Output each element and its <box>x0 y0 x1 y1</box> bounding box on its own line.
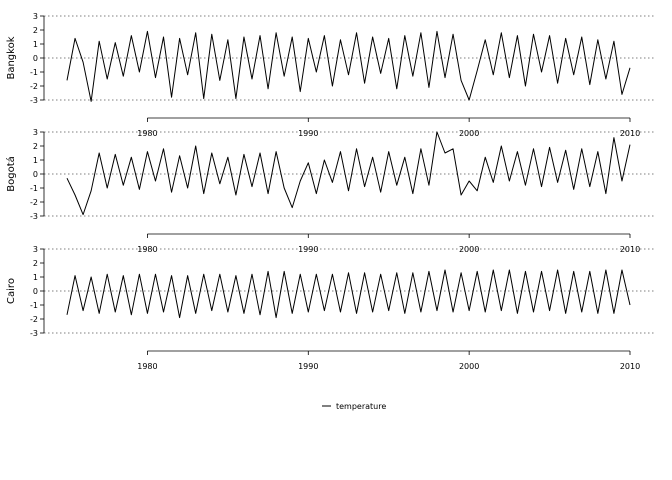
x-tick-label: 2010 <box>620 129 640 138</box>
y-tick-label: -1 <box>30 184 38 193</box>
y-tick-label: 0 <box>33 287 38 296</box>
y-tick-label: 2 <box>33 26 38 35</box>
x-tick-label: 1990 <box>298 129 318 138</box>
y-tick-label: -2 <box>30 82 38 91</box>
panel-cairo: 3 2 1 0 -1 -2 -3 Cairo 1980 1990 2000 2010 <box>6 245 654 371</box>
y-tick-label: 3 <box>33 245 38 254</box>
y-tick-label: 2 <box>33 259 38 268</box>
panel-label-cairo: Cairo <box>6 278 17 304</box>
y-tick-label: -3 <box>30 96 38 105</box>
x-tick-label: 1990 <box>298 245 318 254</box>
panel-bogot-: 3 2 1 0 -1 -2 -3 Bogotá 1980 1990 2000 2010 <box>5 128 654 254</box>
chart-panels: 3 2 1 0 -1 -2 -3 Bangkok 1980 1990 2000 2010 3 2 1 0 -1 -… <box>5 12 654 371</box>
x-tick-label: 1980 <box>137 362 157 371</box>
x-tick-label: 2000 <box>459 129 479 138</box>
panel-label-bangkok: Bangkok <box>6 36 17 79</box>
x-tick-label: 1980 <box>137 245 157 254</box>
y-tick-label: 0 <box>33 170 38 179</box>
x-tick-label: 1980 <box>137 129 157 138</box>
panel-label-bogot-: Bogotá <box>5 156 17 192</box>
y-tick-label: -1 <box>30 68 38 77</box>
legend-entry-temperature: temperature <box>336 402 386 411</box>
y-tick-label: 1 <box>33 156 38 165</box>
panel-bangkok: 3 2 1 0 -1 -2 -3 Bangkok 1980 1990 2000 2010 <box>6 12 654 138</box>
legend: temperature <box>322 402 386 411</box>
series-line-bangkok <box>66 30 631 102</box>
x-tick-label: 2000 <box>459 245 479 254</box>
y-tick-label: 2 <box>33 142 38 151</box>
y-tick-label: 1 <box>33 40 38 49</box>
y-tick-label: -2 <box>30 315 38 324</box>
y-tick-label: 3 <box>33 128 38 137</box>
x-tick-label: 1990 <box>298 362 318 371</box>
x-tick-label: 2010 <box>620 245 640 254</box>
x-tick-label: 2010 <box>620 362 640 371</box>
y-tick-label: -3 <box>30 329 38 338</box>
y-tick-label: -3 <box>30 212 38 221</box>
series-line-cairo <box>66 269 631 319</box>
y-tick-label: 3 <box>33 12 38 21</box>
y-tick-label: -1 <box>30 301 38 310</box>
y-tick-label: 1 <box>33 273 38 282</box>
y-tick-label: -2 <box>30 198 38 207</box>
x-tick-label: 2000 <box>459 362 479 371</box>
series-line-bogot- <box>66 131 631 216</box>
y-tick-label: 0 <box>33 54 38 63</box>
